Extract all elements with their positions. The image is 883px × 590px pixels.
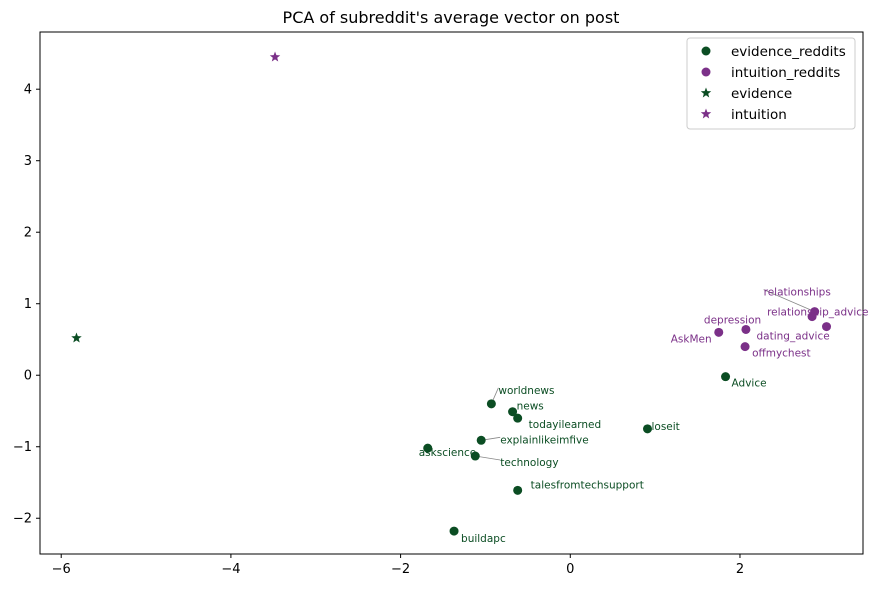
label-buildapc: buildapc <box>461 533 506 545</box>
x-tick-label: −2 <box>391 562 410 577</box>
y-tick-label: 3 <box>24 154 32 169</box>
point-worldnews <box>486 399 496 409</box>
label-depression: depression <box>704 314 761 326</box>
legend-label-intuition: intuition <box>731 107 787 123</box>
point-loseit <box>642 424 652 434</box>
x-tick-label: 0 <box>566 562 574 577</box>
y-tick-label: 1 <box>24 297 32 312</box>
point-askscience <box>423 443 433 453</box>
point-news <box>508 407 518 417</box>
label-todayilearned: todayilearned <box>529 419 602 431</box>
label-talesfromtechsupport: talesfromtechsupport <box>531 479 644 491</box>
legend-label-evidence: evidence <box>731 86 792 102</box>
point-todayilearned <box>513 413 523 423</box>
point-labels: worldnews news todayilearned explainlikeimf… <box>419 287 869 546</box>
y-tick-label: 0 <box>24 369 32 384</box>
legend-marker-evidence_reddits <box>701 46 711 56</box>
label-technology: technology <box>500 457 558 469</box>
label-offmychest: offmychest <box>752 348 811 360</box>
label-news: news <box>517 401 544 413</box>
point-Advice <box>721 372 731 382</box>
x-tick-label: 2 <box>736 562 744 577</box>
x-tick-label: −4 <box>221 562 240 577</box>
point-relationship_advice <box>807 312 817 322</box>
x-axis: −6 −4 −2 0 2 <box>52 554 744 577</box>
point-buildapc <box>449 526 459 536</box>
legend-marker-intuition_reddits <box>701 67 711 77</box>
legend-marker-intuition <box>700 108 712 119</box>
point-explainlikeimfive <box>476 435 486 445</box>
point-depression <box>741 324 751 334</box>
legend-label-intuition_reddits: intuition_reddits <box>731 65 840 81</box>
legend-label-evidence_reddits: evidence_reddits <box>731 44 846 60</box>
star-marker-evidence <box>71 332 82 343</box>
y-axis: −2 −1 0 1 2 3 4 <box>13 83 40 527</box>
label-relationship_advice: relationship_advice <box>767 307 868 319</box>
label-askscience: askscience <box>419 447 477 459</box>
y-tick-label: 2 <box>24 226 32 241</box>
x-tick-label: −6 <box>52 562 71 577</box>
star-marker-intuition <box>269 51 281 62</box>
y-tick-label: 4 <box>24 83 32 98</box>
y-tick-label: −1 <box>13 440 32 455</box>
legend-marker-evidence <box>700 87 712 98</box>
point-talesfromtechsupport <box>513 485 523 495</box>
point-dating_advice <box>822 322 832 332</box>
point-AskMen <box>714 327 724 337</box>
y-tick-label: −2 <box>13 512 32 527</box>
label-explainlikeimfive: explainlikeimfive <box>500 434 589 446</box>
data-points <box>71 51 832 536</box>
legend: evidence_reddits intuition_redditsevidenc… <box>686 37 856 130</box>
label-AskMen: AskMen <box>671 333 712 345</box>
label-Advice: Advice <box>732 378 767 390</box>
legend-box <box>686 37 856 130</box>
label-dating_advice: dating_advice <box>757 331 830 343</box>
label-loseit: loseit <box>651 421 679 433</box>
point-offmychest <box>740 342 750 352</box>
chart-title: PCA of subreddit's average vector on pos… <box>283 8 620 27</box>
point-technology <box>470 451 480 461</box>
connector-relationships <box>763 289 815 312</box>
label-worldnews: worldnews <box>498 385 554 397</box>
label-relationships: relationships <box>764 287 831 299</box>
